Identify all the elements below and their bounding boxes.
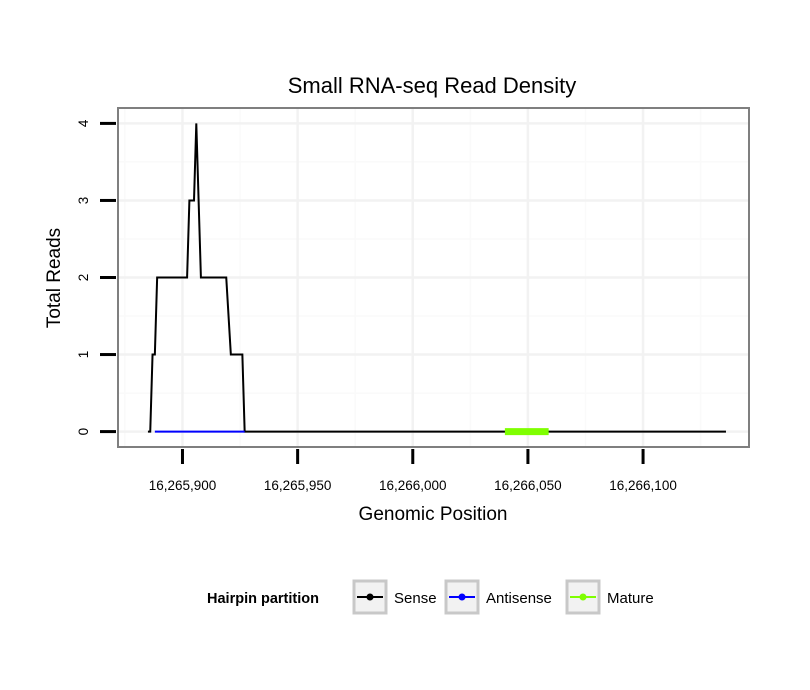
legend-entry-sense: Sense xyxy=(352,579,437,615)
y-tick-label: 1 xyxy=(76,351,91,359)
y-tick-label: 4 xyxy=(76,119,91,127)
legend-label: Antisense xyxy=(486,590,552,607)
plot-panel-border xyxy=(117,107,750,448)
series-line-sense xyxy=(147,123,726,433)
y-tick-label: 3 xyxy=(76,197,91,205)
x-tick-label: 16,266,100 xyxy=(609,478,677,493)
legend-key-dot xyxy=(579,593,587,601)
legend-key-dot xyxy=(458,593,466,601)
legend: Hairpin partition Sense Antisense Mature xyxy=(207,579,654,615)
series-layer xyxy=(147,123,726,436)
x-tick-label: 16,265,900 xyxy=(149,478,217,493)
legend-entry-mature: Mature xyxy=(565,579,654,615)
x-tick-label: 16,266,050 xyxy=(494,478,562,493)
y-tick-label: 2 xyxy=(76,274,91,282)
x-axis: 16,265,900 16,265,950 16,266,000 16,266,050… xyxy=(149,449,677,493)
x-tick-label: 16,265,950 xyxy=(264,478,332,493)
legend-label: Sense xyxy=(394,590,437,607)
chart-title: Small RNA-seq Read Density xyxy=(288,73,577,98)
legend-label: Mature xyxy=(607,590,654,607)
y-axis-title: Total Reads xyxy=(44,228,65,328)
legend-entry-antisense: Antisense xyxy=(444,579,552,615)
y-tick-label: 0 xyxy=(76,428,91,436)
legend-title: Hairpin partition xyxy=(207,591,319,607)
x-axis-title: Genomic Position xyxy=(359,504,508,525)
legend-key-dot xyxy=(366,593,374,601)
plot-panel xyxy=(117,107,750,448)
legend-items: Sense Antisense Mature xyxy=(352,579,654,615)
y-axis: 0 1 2 3 4 xyxy=(76,119,116,435)
x-tick-label: 16,266,000 xyxy=(379,478,447,493)
